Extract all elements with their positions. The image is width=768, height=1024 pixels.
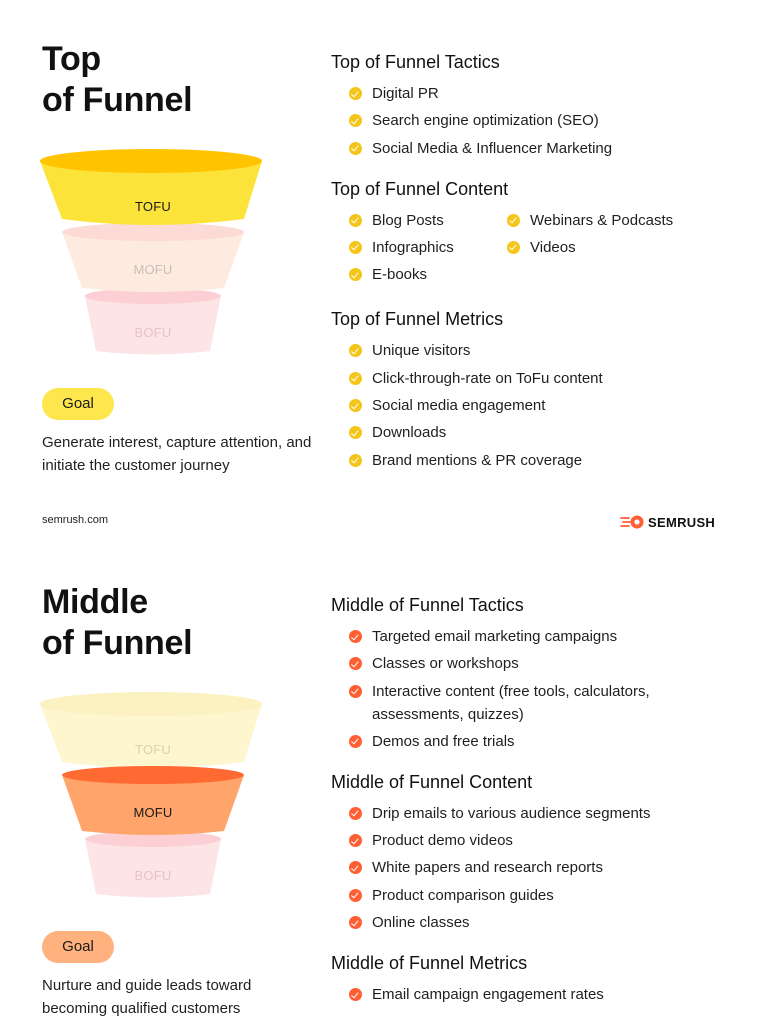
metrics-heading: Middle of Funnel Metrics: [331, 953, 528, 974]
check-icon: [349, 426, 362, 440]
list-item: Product demo videos: [331, 829, 751, 852]
check-icon: [349, 684, 362, 698]
list-item: Demos and free trials: [331, 730, 751, 753]
list-item: Social media engagement: [331, 394, 751, 417]
top-of-funnel-section: Top of Funnel TOFU MOFU BOFU Goal Genera…: [0, 0, 768, 543]
list-item: Social Media & Influencer Marketing: [331, 137, 751, 160]
goal-description: Nurture and guide leads toward becoming …: [42, 977, 252, 1017]
list-item: Interactive content (free tools, calcula…: [331, 680, 671, 726]
list-item: Classes or workshops: [331, 652, 751, 675]
check-icon: [349, 888, 362, 902]
metrics-list: Unique visitors Click-through-rate on To…: [331, 339, 751, 471]
content-heading: Middle of Funnel Content: [331, 771, 533, 792]
top-funnel-details: Top of Funnel Tactics Digital PR Search …: [331, 50, 751, 489]
goal-description: Generate interest, capture attention, an…: [42, 434, 312, 474]
funnel-label-bofu: BOFU: [134, 325, 172, 340]
funnel-diagram-icon: [40, 692, 262, 898]
check-icon: [349, 453, 362, 467]
check-icon: [507, 213, 520, 227]
list-item: E-books: [331, 263, 489, 286]
check-icon: [349, 114, 362, 128]
check-icon: [349, 213, 362, 227]
funnel-diagram-icon: [40, 149, 262, 355]
check-icon: [349, 806, 362, 820]
footer-url: semrush.com: [42, 514, 109, 526]
list-item: Product comparison guides: [331, 884, 751, 907]
list-item: Brand mentions & PR coverage: [331, 449, 751, 472]
list-item: Digital PR: [331, 82, 751, 105]
goal-badge: Goal: [42, 931, 114, 963]
funnel-label-tofu: TOFU: [135, 742, 171, 757]
list-item: Blog Posts: [331, 209, 489, 232]
check-icon: [349, 344, 362, 358]
check-icon: [349, 240, 362, 254]
list-item: Unique visitors: [331, 339, 751, 362]
content-list: Blog Posts Webinars & Podcasts Infograph…: [331, 209, 751, 291]
list-item: White papers and research reports: [331, 856, 751, 879]
list-item: Targeted email marketing campaigns: [331, 625, 751, 648]
page-title: Top of Funnel: [42, 40, 193, 119]
list-item: Infographics: [331, 236, 489, 259]
check-icon: [349, 268, 362, 282]
check-icon: [349, 861, 362, 875]
tactics-heading: Top of Funnel Tactics: [331, 52, 500, 72]
funnel-label-bofu: BOFU: [134, 868, 172, 883]
funnel-graphic: TOFU MOFU BOFU: [40, 144, 266, 360]
content-heading: Top of Funnel Content: [331, 178, 509, 199]
list-item: Webinars & Podcasts: [489, 209, 689, 232]
check-icon: [349, 141, 362, 155]
check-icon: [349, 371, 362, 385]
section-title: Middle of Funnel: [42, 583, 193, 662]
check-icon: [349, 630, 362, 643]
check-icon: [349, 399, 362, 413]
semrush-logo: SEMRUSH: [620, 513, 715, 531]
tactics-heading: Middle of Funnel Tactics: [331, 595, 524, 615]
semrush-logo-icon: [620, 515, 644, 529]
check-icon: [349, 916, 362, 930]
check-icon: [349, 87, 362, 100]
funnel-label-mofu: MOFU: [133, 262, 173, 277]
list-item: Search engine optimization (SEO): [331, 109, 751, 132]
check-icon: [349, 988, 362, 1002]
content-list: Drip emails to various audience segments…: [331, 802, 751, 934]
list-item: Downloads: [331, 421, 751, 444]
check-icon: [349, 834, 362, 848]
list-item: Email campaign engagement rates: [331, 983, 751, 1006]
list-item: Online classes: [331, 911, 751, 934]
goal-badge: Goal: [42, 388, 114, 420]
middle-funnel-details: Middle of Funnel Tactics Targeted email …: [331, 593, 751, 1023]
funnel-graphic: TOFU MOFU BOFU: [40, 687, 266, 903]
metrics-list: Email campaign engagement rates: [331, 983, 751, 1006]
check-icon: [349, 657, 362, 671]
funnel-label-tofu: TOFU: [135, 199, 171, 214]
middle-of-funnel-section: Middle of Funnel TOFU MOFU BOFU Goal Nur…: [0, 543, 768, 1024]
check-icon: [507, 240, 520, 254]
list-item: Videos: [489, 236, 689, 259]
funnel-label-mofu: MOFU: [133, 805, 173, 820]
tactics-list: Digital PR Search engine optimization (S…: [331, 82, 751, 160]
list-item: Drip emails to various audience segments: [331, 802, 751, 825]
metrics-heading: Top of Funnel Metrics: [331, 309, 504, 330]
list-item: Click-through-rate on ToFu content: [331, 367, 751, 390]
tactics-list: Targeted email marketing campaigns Class…: [331, 625, 751, 753]
check-icon: [349, 734, 362, 748]
